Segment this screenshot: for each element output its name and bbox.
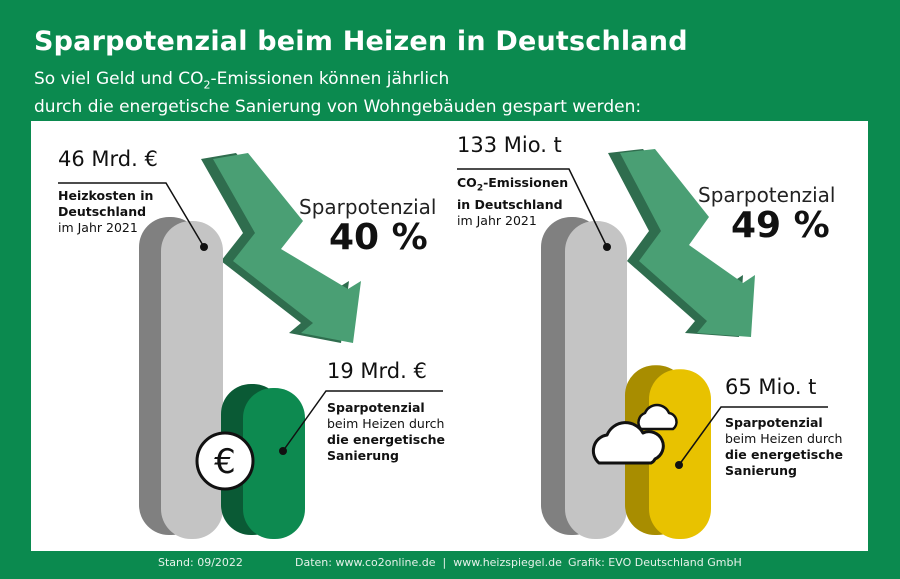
- footer-stand: Stand: 09/2022: [158, 556, 243, 569]
- euro-symbol: €: [214, 442, 236, 482]
- right-total-desc-pre: CO: [457, 175, 477, 190]
- footer-grafik: Grafik: EVO Deutschland GmbH: [568, 556, 742, 569]
- right-saved-desc: Sparpotenzial beim Heizen durch die ener…: [725, 415, 843, 479]
- left-saved-callout: [282, 390, 443, 452]
- footer-daten: Daten: www.co2online.de | www.heizspiege…: [295, 556, 562, 569]
- right-saved-callout: [678, 406, 828, 466]
- right-total-desc-line2: in Deutschland: [457, 196, 563, 212]
- subtitle-line1-pre: So viel Geld und CO: [34, 69, 204, 89]
- right-total-callout: [457, 168, 608, 248]
- subtitle-line1-post: -Emissionen können jährlich: [210, 69, 450, 89]
- left-total-callout: [58, 182, 205, 248]
- right-saved-value: 65 Mio. t: [725, 375, 817, 399]
- right-total-value: 133 Mio. t: [457, 133, 562, 157]
- left-saved-desc-4: Sanierung: [327, 448, 400, 463]
- right-saved-desc-4: Sanierung: [725, 463, 798, 478]
- right-savings-percent: 49 %: [731, 205, 830, 246]
- right-total-bar: [541, 217, 627, 539]
- left-savings-label: Sparpotenzial: [299, 195, 437, 219]
- left-saved-value: 19 Mrd. €: [327, 359, 427, 383]
- right-saved-desc-2: beim Heizen durch: [725, 431, 843, 446]
- left-savings-percent: 40 %: [329, 217, 428, 258]
- page-title: Sparpotenzial beim Heizen in Deutschland: [34, 26, 688, 57]
- subtitle-sub: 2: [203, 78, 211, 92]
- euro-coin-icon: [195, 431, 255, 491]
- right-total-desc-sub: 2: [476, 183, 484, 194]
- left-savings-arrow: [201, 153, 361, 343]
- right-total-desc-year: im Jahr 2021: [457, 212, 537, 228]
- left-saved-desc-2: beim Heizen durch: [327, 416, 445, 431]
- right-savings-label: Sparpotenzial: [698, 183, 836, 207]
- left-total-desc-bold: Heizkosten in Deutschland: [58, 188, 154, 219]
- right-saved-desc-1: Sparpotenzial: [725, 415, 823, 430]
- subtitle-line2: durch die energetische Sanierung von Woh…: [34, 97, 642, 118]
- right-total-desc: CO2-Emissionen in Deutschland im Jahr 20…: [457, 175, 568, 229]
- infographic-svg: €: [58, 149, 828, 539]
- right-total-desc-co2: CO2-Emissionen: [457, 175, 569, 194]
- left-total-value: 46 Mrd. €: [58, 147, 158, 171]
- cloud-small-icon: [637, 403, 678, 431]
- left-total-desc-year: im Jahr 2021: [58, 220, 138, 235]
- left-saved-desc: Sparpotenzial beim Heizen durch die ener…: [327, 400, 445, 464]
- infographic-panel: € 46 Mrd. € Heizkosten in Deutschland im …: [31, 121, 868, 551]
- right-total-desc-post: -Emissionen: [483, 175, 569, 190]
- right-saved-desc-3: die energetische: [725, 447, 843, 462]
- right-savings-arrow: [608, 149, 755, 337]
- left-total-desc: Heizkosten in Deutschland im Jahr 2021: [58, 188, 153, 236]
- left-total-bar: [139, 217, 223, 539]
- page-subtitle: So viel Geld und CO2-Emissionen können j…: [34, 68, 641, 118]
- left-saved-desc-3: die energetische: [327, 432, 445, 447]
- left-saved-desc-1: Sparpotenzial: [327, 400, 425, 415]
